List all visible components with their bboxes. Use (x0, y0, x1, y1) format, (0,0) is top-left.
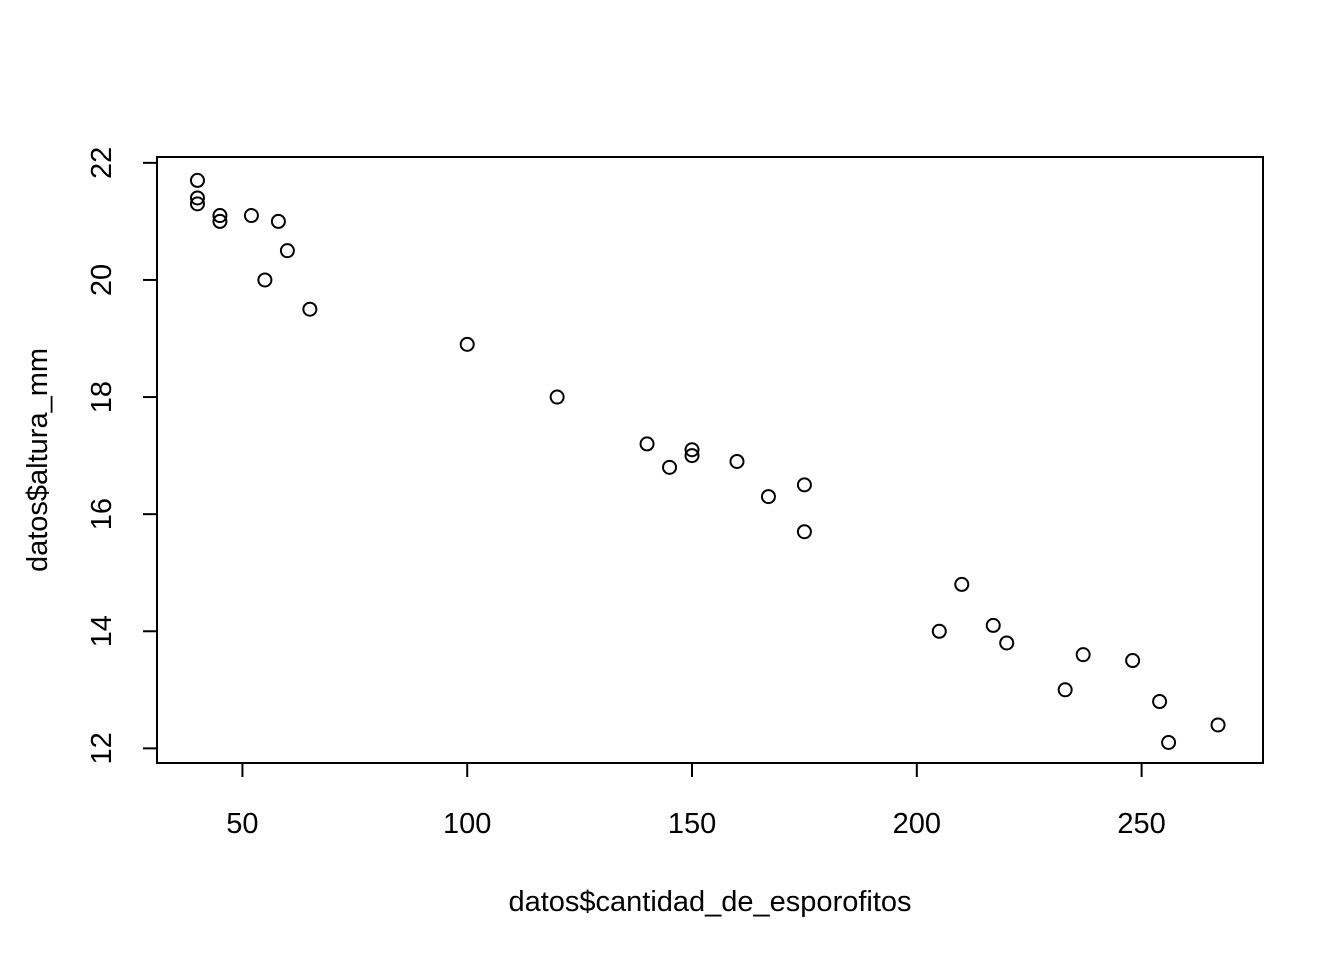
y-axis: 12 14 16 18 20 22 (86, 147, 158, 764)
data-point (189, 196, 205, 212)
x-tick-label: 150 (668, 808, 716, 840)
x-tick-label: 250 (1117, 808, 1165, 840)
data-point (243, 208, 259, 224)
data-point (639, 436, 655, 452)
y-tick-label: 16 (86, 498, 118, 530)
data-point (931, 623, 947, 639)
data-point (985, 617, 1001, 633)
data-point (189, 172, 205, 188)
data-point (1057, 682, 1073, 698)
data-point (662, 459, 678, 475)
x-tick-label: 100 (443, 808, 491, 840)
data-point (279, 243, 295, 259)
data-point (684, 442, 700, 458)
y-tick-label: 22 (86, 147, 118, 179)
data-point (954, 576, 970, 592)
data-point (189, 190, 205, 206)
y-tick-label: 14 (86, 615, 118, 647)
data-point (760, 489, 776, 505)
data-points (189, 172, 1226, 751)
y-tick-label: 12 (86, 732, 118, 764)
data-point (729, 453, 745, 469)
x-axis-label: datos$cantidad_de_esporofitos (508, 886, 911, 918)
data-point (1125, 653, 1141, 669)
data-point (1152, 694, 1168, 710)
y-tick-label: 18 (86, 381, 118, 413)
data-point (999, 635, 1015, 651)
x-tick-label: 50 (226, 808, 258, 840)
data-point (549, 389, 565, 405)
y-axis-label: datos$altura_mm (22, 348, 54, 572)
data-point (796, 477, 812, 493)
data-point (257, 272, 273, 288)
data-point (1210, 717, 1226, 733)
data-point (796, 524, 812, 540)
data-point (1161, 735, 1177, 751)
data-point (684, 448, 700, 464)
x-axis: 50 100 150 200 250 (226, 762, 1166, 840)
data-point (459, 336, 475, 352)
data-point (302, 301, 318, 317)
x-tick-label: 200 (893, 808, 941, 840)
y-tick-label: 20 (86, 264, 118, 296)
data-point (270, 213, 286, 229)
data-point (1075, 647, 1091, 663)
data-point (212, 208, 228, 224)
data-point (212, 213, 228, 229)
